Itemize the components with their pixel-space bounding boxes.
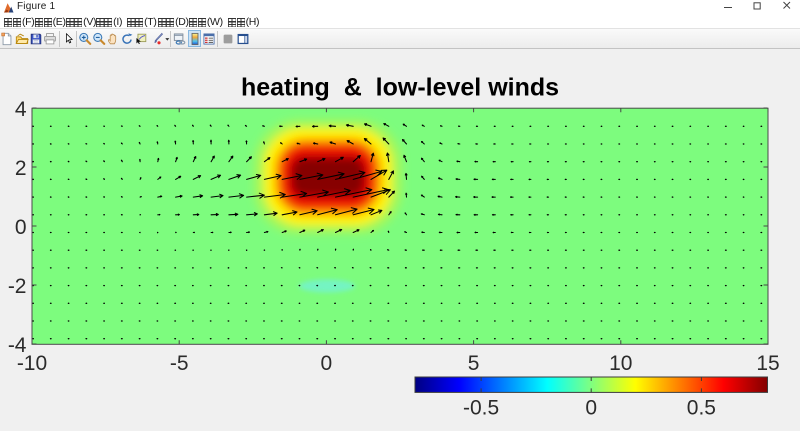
svg-text:2: 2 [15, 157, 27, 180]
svg-text:heating & low-level winds: heating & low-level winds [241, 74, 559, 102]
svg-text:0: 0 [585, 397, 597, 420]
svg-text:-10: -10 [17, 352, 47, 375]
svg-text:-4: -4 [8, 334, 27, 357]
svg-text:-0.5: -0.5 [463, 397, 499, 420]
svg-text:-5: -5 [170, 352, 189, 375]
svg-text:-2: -2 [8, 275, 27, 298]
svg-text:5: 5 [468, 352, 480, 375]
svg-text:0: 0 [15, 216, 27, 239]
svg-text:0: 0 [321, 352, 333, 375]
svg-text:15: 15 [756, 352, 779, 375]
svg-text:4: 4 [15, 98, 27, 121]
svg-text:0.5: 0.5 [687, 397, 716, 420]
svg-text:10: 10 [609, 352, 632, 375]
